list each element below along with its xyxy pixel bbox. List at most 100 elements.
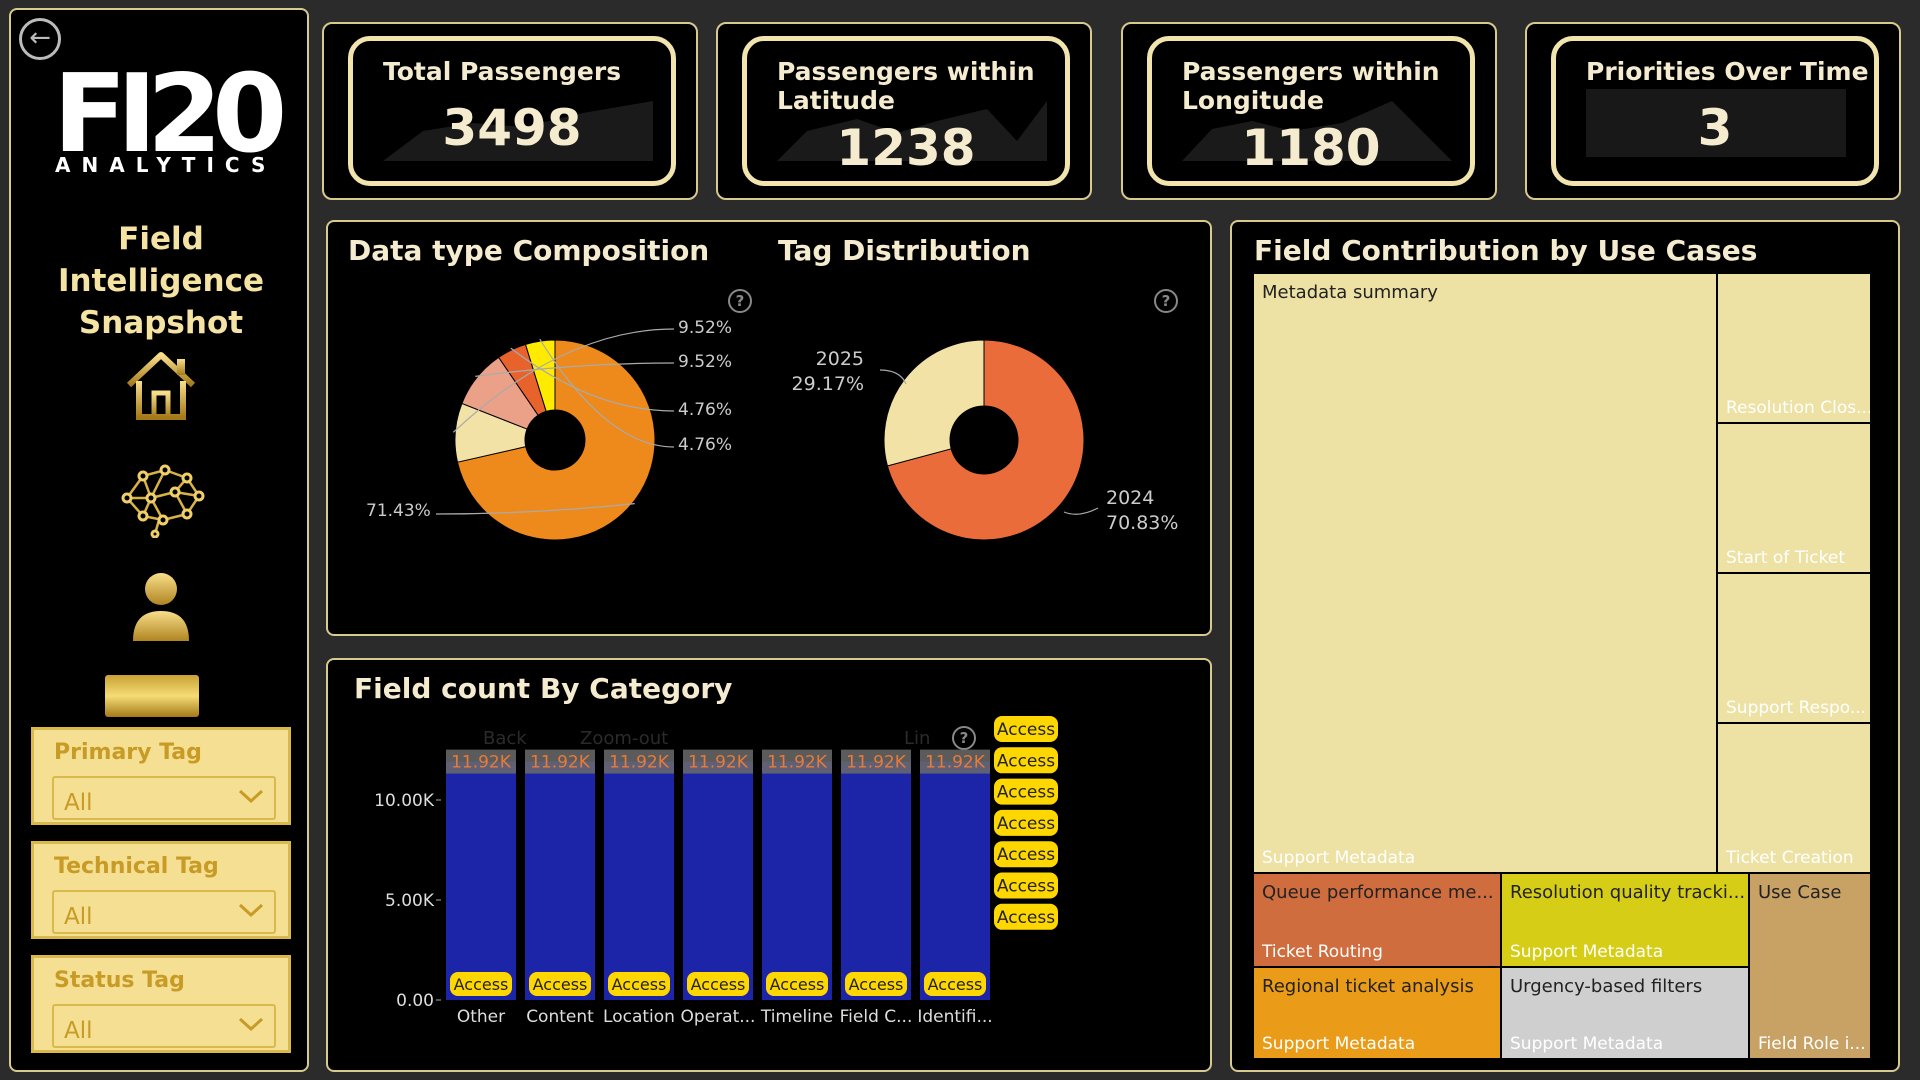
field-count-bar-chart: 0.00 5.00K 10.00K 11.92K Access Other 11.92K Ac… (374, 716, 1058, 1027)
status-tag-dropdown[interactable]: All (52, 1004, 276, 1048)
treemap-cell-group-label: Ticket Creation (1726, 848, 1854, 868)
data-label: 11.92K (451, 753, 512, 773)
legend-chip[interactable] (994, 716, 1058, 742)
treemap-cell-group-label: Start of Ticket (1726, 548, 1846, 568)
pie-slice[interactable] (883, 339, 985, 467)
bar-tag-label: Access (454, 975, 509, 994)
data-label: 11.92K (925, 753, 986, 773)
data-label: 11.92K (530, 753, 591, 773)
bar[interactable] (762, 761, 832, 1000)
pie-slice[interactable] (524, 339, 556, 412)
treemap-cell[interactable]: Resolution Clos... (1718, 274, 1870, 422)
data-label-bg (841, 749, 911, 774)
treemap-cell-group-label: Support Metadata (1510, 942, 1664, 962)
bar-tag-label: Access (770, 975, 825, 994)
treemap-cell[interactable]: Use Case Field Role i... (1750, 874, 1870, 1058)
filter-primary-tag: Primary Tag All (31, 727, 291, 825)
linear-scale-button[interactable]: Lin (904, 728, 931, 749)
treemap-cell[interactable]: Ticket Creation (1718, 724, 1870, 872)
legend-label: Access (997, 814, 1055, 834)
treemap-cell[interactable]: Urgency-based filters Support Metadata (1502, 968, 1748, 1058)
x-tick-label: Location (603, 1007, 675, 1027)
data-label-bg (683, 749, 753, 774)
bar-tag-label: Access (612, 975, 667, 994)
arrow-left-icon[interactable]: ← (19, 18, 61, 60)
legend-chip[interactable] (994, 872, 1058, 899)
bar-tag-chip (766, 972, 828, 996)
data-label-bg (525, 749, 595, 774)
data-label-bg (920, 749, 990, 774)
treemap-cell-group-label: Support Metadata (1510, 1034, 1664, 1054)
sparkline (1182, 101, 1452, 161)
zoom-out-button[interactable]: Zoom-out (580, 728, 669, 749)
slice-label: 9.52% (678, 318, 732, 338)
kpi-card-total-passengers: Total Passengers 3498 (322, 22, 698, 200)
treemap-cell[interactable]: Queue performance me... Ticket Routing (1254, 874, 1500, 966)
treemap-cell[interactable]: Regional ticket analysis Support Metadata (1254, 968, 1500, 1058)
bar[interactable] (446, 761, 516, 1000)
pie-slice[interactable] (886, 339, 1085, 541)
sparkline (1586, 89, 1846, 157)
brain-network-icon[interactable] (115, 458, 209, 538)
treemap-cell-label: Use Case (1758, 882, 1842, 903)
bar[interactable] (841, 761, 911, 1000)
bar[interactable] (683, 761, 753, 1000)
pie-slice[interactable] (456, 339, 656, 541)
treemap-cell-group-label: Support Respo... (1726, 698, 1867, 718)
leader-line (510, 347, 675, 412)
treemap-cell-group-label: Field Role i... (1758, 1034, 1866, 1054)
legend-chip[interactable] (994, 903, 1058, 930)
x-tick-label: Operat... (681, 1007, 756, 1027)
data-label-bg (604, 749, 674, 774)
treemap-cell-label: Urgency-based filters (1510, 976, 1703, 997)
y-tick-label: 5.00K (385, 891, 435, 911)
bar-tag-chip (687, 972, 749, 996)
treemap-panel: Field Contribution by Use Cases Metadata… (1230, 220, 1900, 1072)
kpi-value: 1180 (1241, 119, 1381, 177)
data-label: 11.92K (609, 753, 670, 773)
leader-line (879, 369, 907, 385)
bar-tag-chip (529, 972, 591, 996)
kpi-value: 3498 (442, 99, 582, 157)
bar[interactable] (525, 761, 595, 1000)
primary-tag-dropdown[interactable]: All (52, 776, 276, 820)
legend-chip[interactable] (994, 841, 1058, 868)
treemap-cell[interactable]: Support Respo... (1718, 574, 1870, 722)
legend-label: Access (997, 783, 1055, 803)
chevron-down-icon (238, 789, 264, 804)
chart-title: Tag Distribution (778, 234, 1031, 267)
kpi-card-latitude: Passengers within Latitude 1238 (716, 22, 1092, 200)
slice-label: 9.52% (678, 352, 732, 372)
bar[interactable] (920, 761, 990, 1000)
user-icon[interactable] (121, 565, 201, 645)
slice-label: 71.43% (366, 501, 431, 521)
treemap: Metadata summary Support Metadata Resoluti… (1254, 274, 1870, 1058)
slice-label: 4.76% (678, 400, 732, 420)
bar[interactable] (604, 761, 674, 1000)
treemap-cell[interactable]: Metadata summary Support Metadata (1254, 274, 1716, 872)
legend-chip[interactable] (994, 747, 1058, 774)
x-tick-label: Content (526, 1007, 594, 1027)
help-icon[interactable]: ? (952, 726, 976, 750)
treemap-cell-label: Queue performance me... (1262, 882, 1494, 903)
help-icon[interactable]: ? (728, 289, 752, 313)
home-icon[interactable] (121, 345, 201, 425)
filter-technical-tag: Technical Tag All (31, 841, 291, 939)
bar-tag-chip (924, 972, 986, 996)
technical-tag-dropdown[interactable]: All (52, 890, 276, 934)
donut-charts-panel: Data type Composition Tag Distribution ?… (326, 220, 1212, 636)
legend-chip[interactable] (994, 778, 1058, 805)
y-tick-label: 0.00 (396, 991, 434, 1011)
chevron-down-icon (238, 1017, 264, 1032)
help-icon[interactable]: ? (1154, 289, 1178, 313)
legend-chip[interactable] (994, 809, 1058, 836)
page-slider-bar[interactable] (105, 675, 199, 717)
logo: FI20 ANALYTICS (53, 52, 287, 178)
data-label: 11.92K (767, 753, 828, 773)
y-tick-label: 10.00K (374, 791, 435, 811)
sidebar: ← FI20 ANALYTICS Field Intelligence Snap… (9, 8, 309, 1072)
treemap-cell[interactable]: Start of Ticket (1718, 424, 1870, 572)
treemap-cell[interactable]: Resolution quality tracki... Support Meta… (1502, 874, 1748, 966)
leader-line (539, 338, 675, 448)
back-button[interactable]: Back (483, 728, 527, 749)
